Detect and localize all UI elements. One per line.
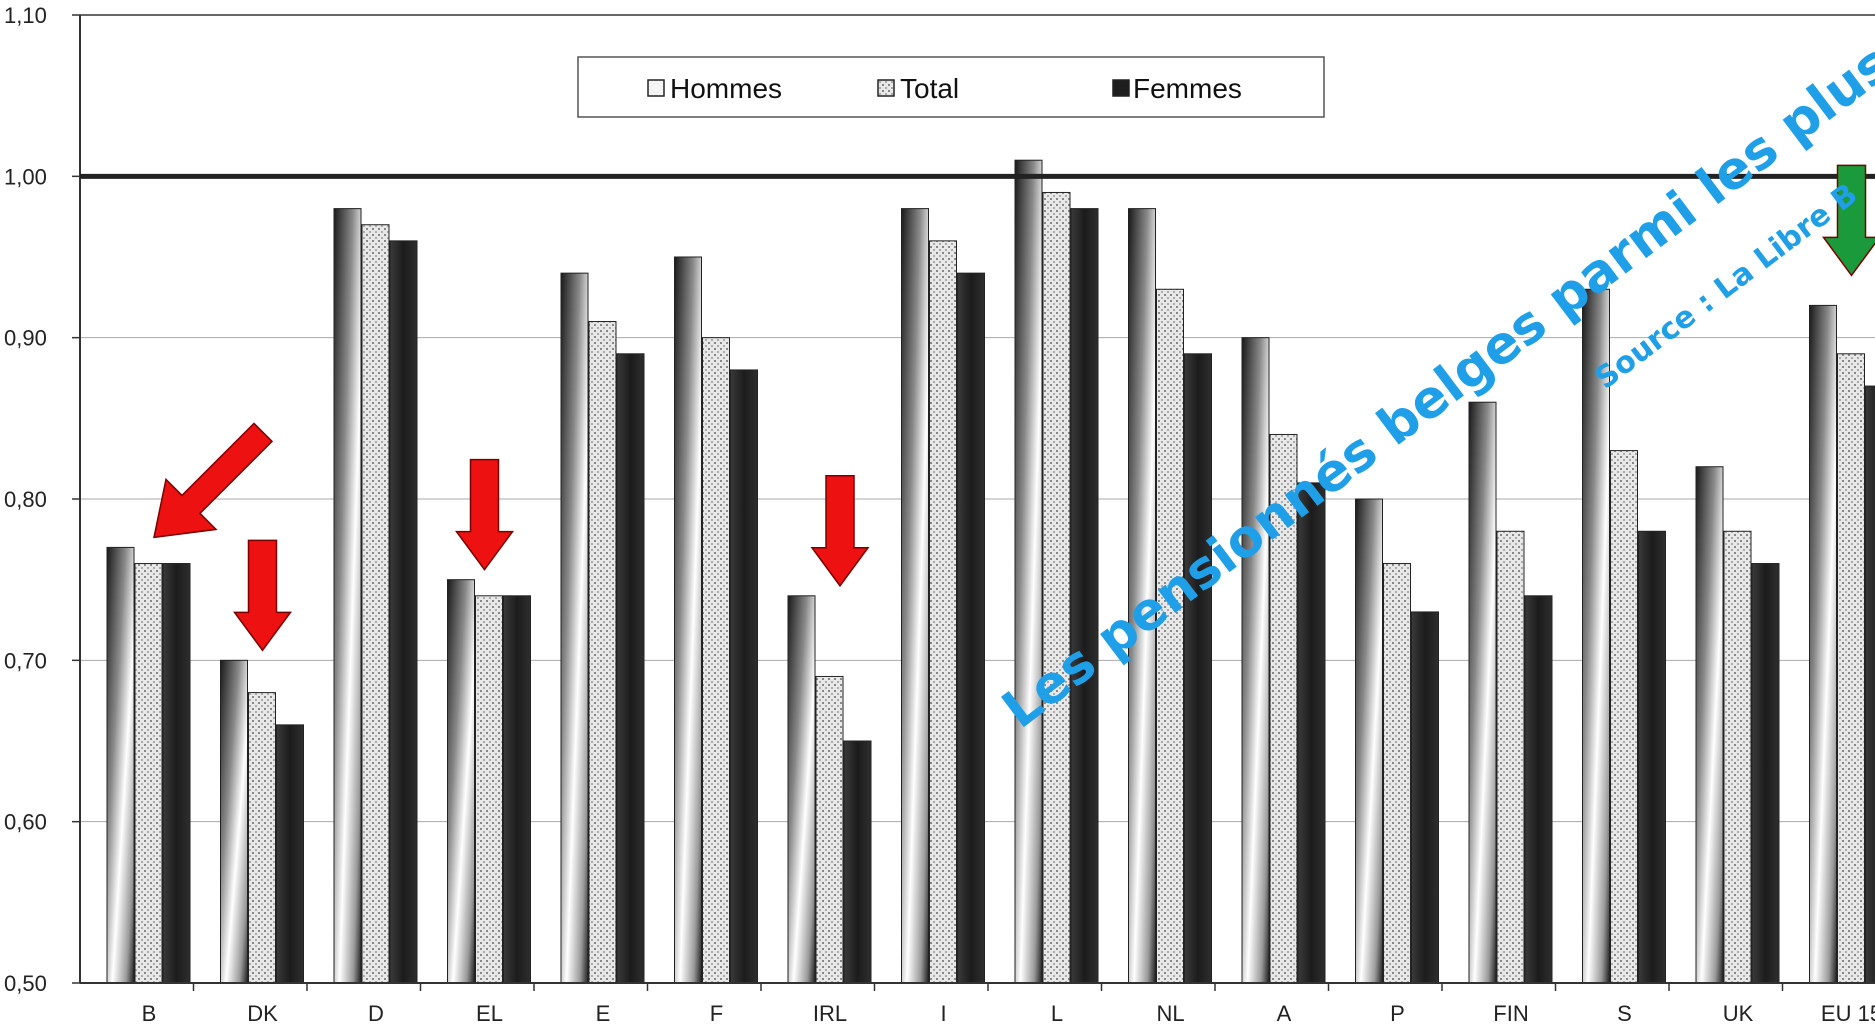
bar-hommes: [560, 272, 589, 984]
bar-femmes: [389, 240, 418, 984]
legend-label-hommes: Hommes: [670, 73, 782, 104]
bar-total: [929, 240, 957, 984]
bar-total: [248, 692, 276, 984]
x-tick-label: EU 15: [1821, 1001, 1875, 1026]
x-tick-label: A: [1277, 1001, 1292, 1026]
bar-hommes: [333, 208, 362, 984]
y-tick-label: 1,10: [4, 3, 47, 28]
bar-femmes: [616, 353, 645, 984]
bar-total: [134, 563, 163, 984]
bar-hommes: [1695, 466, 1724, 984]
bar-femmes: [1865, 385, 1875, 984]
legend-swatch-hommes: [647, 79, 665, 97]
bar-femmes: [1297, 482, 1326, 984]
bar-hommes: [1809, 304, 1837, 984]
bar-total: [1269, 433, 1298, 984]
red-arrow-EL: [455, 458, 514, 571]
y-tick-label: 1,00: [4, 164, 47, 189]
legend: Hommes Total Femmes: [577, 56, 1325, 118]
bar-hommes: [1355, 498, 1383, 984]
bar-femmes: [1638, 530, 1666, 984]
x-tick-label: S: [1617, 1001, 1632, 1026]
legend-swatch-total: [877, 79, 895, 97]
bar-femmes: [503, 595, 531, 984]
bar-hommes: [106, 546, 135, 984]
bar-femmes: [1184, 353, 1212, 984]
y-tick-label: 0,90: [4, 326, 47, 351]
x-tick-label: EL: [476, 1001, 503, 1026]
bar-hommes: [220, 659, 248, 984]
x-tick-label: IRL: [813, 1001, 847, 1026]
legend-label-femmes: Femmes: [1133, 73, 1242, 104]
x-tick-label: I: [940, 1001, 946, 1026]
x-tick-label: D: [368, 1001, 384, 1026]
x-tick-label: L: [1051, 1001, 1063, 1026]
y-tick-label: 0,50: [4, 971, 47, 996]
bar-total: [815, 675, 844, 984]
bar-hommes: [1241, 337, 1270, 984]
bar-hommes: [901, 208, 929, 984]
legend-label-total: Total: [900, 73, 959, 104]
axes: 0,50 0,60 0,70 0,80 0,90 1,00 1,10 B DK D EL E F IRL I…: [4, 3, 1875, 1026]
annotation-arrows: [153, 164, 1875, 652]
red-arrow-B: [153, 422, 274, 539]
bar-hommes: [787, 595, 816, 984]
bar-hommes: [1128, 208, 1156, 984]
bar-femmes: [1751, 563, 1780, 984]
x-tick-label: FIN: [1493, 1001, 1528, 1026]
y-tick-label: 0,80: [4, 487, 47, 512]
x-tick-label: DK: [247, 1001, 278, 1026]
bar-hommes: [674, 256, 702, 984]
bar-total: [1723, 530, 1752, 984]
bar-femmes: [1070, 208, 1099, 984]
bar-hommes: [1582, 288, 1610, 984]
bar-total: [702, 337, 730, 984]
bar-femmes: [1524, 595, 1553, 984]
bar-hommes: [1468, 401, 1497, 984]
bars: [106, 159, 1875, 984]
bar-femmes: [843, 740, 872, 984]
x-tick-label: F: [710, 1001, 723, 1026]
bar-total: [361, 224, 390, 984]
bar-hommes: [1014, 159, 1043, 984]
x-tick-label: B: [142, 1001, 157, 1026]
bar-total: [475, 595, 503, 984]
bar-total: [1042, 191, 1071, 984]
bar-femmes: [1411, 611, 1439, 984]
bar-total: [1383, 563, 1411, 984]
x-tick-label: NL: [1156, 1001, 1184, 1026]
green-arrow-EU15: [1822, 164, 1875, 277]
bar-hommes: [447, 579, 475, 984]
bar-total: [1837, 353, 1865, 984]
red-arrow-IRL: [810, 475, 870, 588]
bar-total: [1610, 450, 1638, 984]
x-tick-label: P: [1390, 1001, 1405, 1026]
bar-femmes: [730, 369, 758, 984]
x-tick-label: UK: [1723, 1001, 1754, 1026]
y-tick-label: 0,70: [4, 648, 47, 673]
bar-femmes: [276, 724, 304, 984]
bar-total: [588, 321, 617, 984]
x-tick-label: E: [596, 1001, 611, 1026]
bar-total: [1496, 530, 1525, 984]
red-arrow-DK: [233, 539, 292, 652]
bar-femmes: [957, 272, 985, 984]
bar-femmes: [162, 563, 191, 984]
y-tick-label: 0,60: [4, 810, 47, 835]
legend-swatch-femmes: [1112, 79, 1130, 97]
